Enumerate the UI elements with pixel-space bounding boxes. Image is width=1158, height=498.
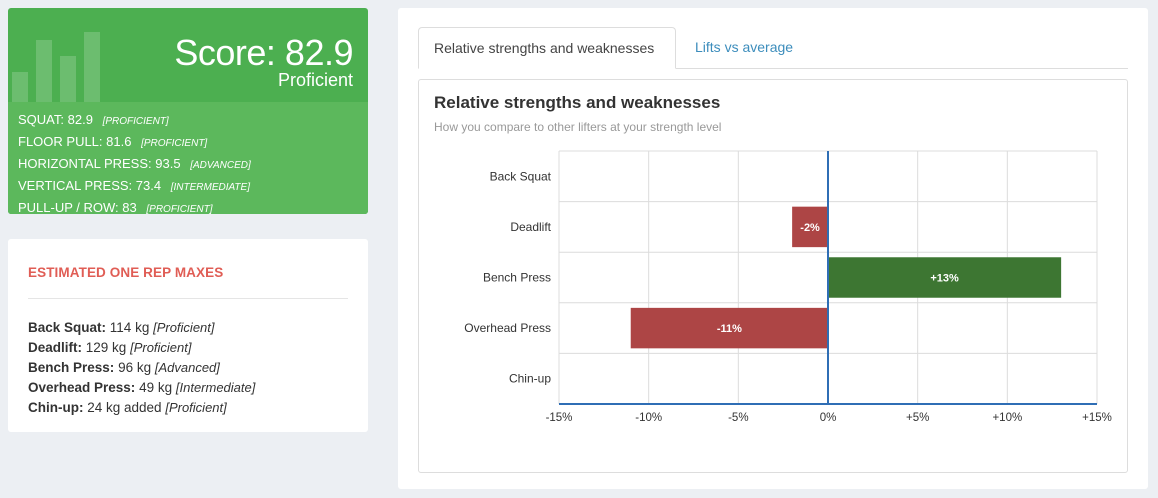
score-row-value: 81.6 bbox=[106, 134, 132, 149]
bar-chart-icon bbox=[12, 32, 102, 102]
score-row: VERTICAL PRESS: 73.4 [INTERMEDIATE] bbox=[18, 176, 358, 198]
score-header: Score: 82.9 Proficient bbox=[8, 8, 368, 102]
score-value: Score: 82.9 bbox=[174, 32, 353, 73]
lift-level: [Proficient] bbox=[153, 320, 215, 335]
score-level: Proficient bbox=[277, 70, 353, 90]
lift-value: 129 kg bbox=[85, 340, 127, 355]
lift-name: Bench Press: bbox=[28, 360, 115, 375]
score-row-value: 82.9 bbox=[67, 112, 93, 127]
analysis-panel: Relative strengths and weaknesses Lifts … bbox=[398, 8, 1148, 489]
tick-label: -5% bbox=[728, 412, 748, 424]
category-label: Overhead Press bbox=[464, 321, 551, 335]
divider bbox=[28, 298, 348, 299]
category-label: Back Squat bbox=[490, 169, 552, 183]
lift-level: [Proficient] bbox=[165, 400, 227, 415]
lift-name: Back Squat: bbox=[28, 320, 107, 335]
score-row: FLOOR PULL: 81.6 [PROFICIENT] bbox=[18, 132, 358, 154]
category-label: Bench Press bbox=[483, 271, 551, 285]
score-card: Score: 82.9 Proficient SQUAT: 82.9 [PROF… bbox=[8, 8, 368, 214]
one-rep-max-row: Overhead Press: 49 kg [Intermediate] bbox=[28, 378, 348, 398]
score-row-name: PULL-UP / ROW: bbox=[18, 200, 119, 214]
score-row-level: [PROFICIENT] bbox=[146, 204, 213, 214]
tick-label: -15% bbox=[546, 412, 573, 424]
lift-name: Overhead Press: bbox=[28, 380, 136, 395]
score-row-name: SQUAT: bbox=[18, 112, 64, 127]
lift-value: 24 kg added bbox=[87, 400, 162, 415]
category-label: Deadlift bbox=[510, 220, 551, 234]
lift-name: Deadlift: bbox=[28, 340, 82, 355]
score-breakdown: SQUAT: 82.9 [PROFICIENT] FLOOR PULL: 81.… bbox=[8, 102, 368, 214]
tick-label: +10% bbox=[992, 412, 1022, 424]
score-row: SQUAT: 82.9 [PROFICIENT] bbox=[18, 110, 358, 132]
tab-bar: Relative strengths and weaknesses Lifts … bbox=[418, 27, 1128, 69]
tick-label: +5% bbox=[906, 412, 929, 424]
tick-label: +15% bbox=[1082, 412, 1112, 424]
score-row-level: [ADVANCED] bbox=[190, 160, 251, 171]
one-rep-max-row: Deadlift: 129 kg [Proficient] bbox=[28, 338, 348, 358]
category-label: Chin-up bbox=[509, 372, 551, 386]
score-row-name: FLOOR PULL: bbox=[18, 134, 103, 149]
lift-level: [Advanced] bbox=[154, 360, 220, 375]
bar bbox=[630, 307, 828, 349]
tab-relative-strengths[interactable]: Relative strengths and weaknesses bbox=[418, 27, 676, 69]
data-label: -2% bbox=[800, 222, 820, 234]
bar bbox=[828, 257, 1062, 298]
lift-level: [Proficient] bbox=[130, 340, 192, 355]
data-label: -11% bbox=[717, 323, 742, 335]
lift-value: 114 kg bbox=[109, 320, 150, 335]
lift-value: 96 kg bbox=[118, 360, 152, 375]
tick-label: 0% bbox=[820, 412, 837, 424]
score-row-level: [PROFICIENT] bbox=[102, 116, 169, 127]
bar bbox=[792, 206, 828, 248]
data-label: +13% bbox=[930, 273, 959, 285]
score-row-level: [PROFICIENT] bbox=[141, 138, 208, 149]
one-rep-max-title: ESTIMATED ONE REP MAXES bbox=[28, 265, 224, 280]
score-row: PULL-UP / ROW: 83 [PROFICIENT] bbox=[18, 198, 358, 214]
score-row-value: 93.5 bbox=[155, 156, 181, 171]
tick-label: -10% bbox=[635, 412, 662, 424]
chart-container: Relative strengths and weaknesses How yo… bbox=[418, 79, 1128, 473]
one-rep-max-row: Back Squat: 114 kg [Proficient] bbox=[28, 318, 348, 338]
score-row-value: 73.4 bbox=[135, 178, 162, 193]
lift-level: [Intermediate] bbox=[175, 380, 256, 395]
lift-name: Chin-up: bbox=[28, 400, 84, 415]
lift-value: 49 kg bbox=[139, 380, 173, 395]
one-rep-max-card: ESTIMATED ONE REP MAXES Back Squat: 114 … bbox=[8, 239, 368, 432]
tab-lifts-vs-average[interactable]: Lifts vs average bbox=[695, 39, 794, 55]
score-row-name: HORIZONTAL PRESS: bbox=[18, 156, 152, 171]
score-row-name: VERTICAL PRESS: bbox=[18, 178, 133, 193]
score-row: HORIZONTAL PRESS: 93.5 [ADVANCED] bbox=[18, 154, 358, 176]
score-row-level: [INTERMEDIATE] bbox=[170, 182, 250, 193]
one-rep-max-row: Bench Press: 96 kg [Advanced] bbox=[28, 358, 348, 378]
strengths-bar-chart: Back Squat Deadlift -2% Bench Press +13% Over… bbox=[464, 150, 1112, 424]
one-rep-max-row: Chin-up: 24 kg added [Proficient] bbox=[28, 398, 348, 418]
score-row-value: 83 bbox=[122, 200, 137, 214]
chart-subtitle: How you compare to other lifters at your… bbox=[434, 120, 722, 134]
chart-title: Relative strengths and weaknesses bbox=[434, 93, 721, 112]
